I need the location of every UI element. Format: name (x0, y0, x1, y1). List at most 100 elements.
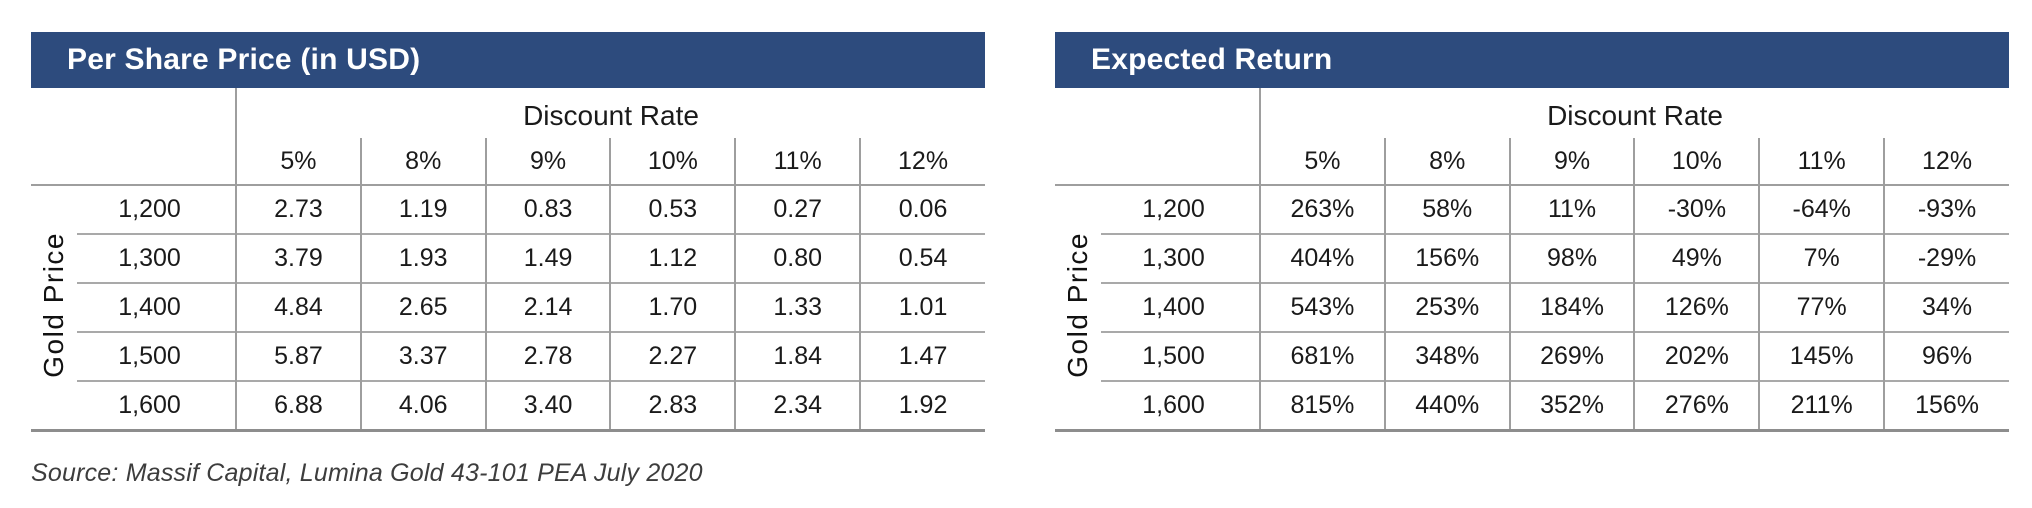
expected-return-table-card: Expected Return Discount Rate 5% 8% 9% 10% 1… (1055, 32, 2009, 432)
discount-rate-col-header: 11% (734, 138, 861, 186)
table-row: Gold Price 1,200 2.73 1.19 0.83 0.53 0.27 0.06 (31, 185, 985, 378)
value-cell: 1.33 (734, 282, 861, 332)
gold-price-row-header: 1,500 (77, 331, 237, 381)
value-cell: 202% (1633, 331, 1760, 381)
value-cell: 145% (1758, 331, 1885, 381)
expected-return-table: Discount Rate 5% 8% 9% 10% 11% 12% Gold Price… (1055, 88, 2009, 432)
value-cell: 0.53 (609, 185, 736, 234)
value-cell: 681% (1259, 331, 1385, 381)
column-group-row: Discount Rate (31, 88, 985, 138)
discount-rate-col-header: 5% (1259, 138, 1385, 186)
value-cell: 34% (1883, 282, 2009, 332)
table-row: Gold Price 1,200 263% 58% 11% -30% -64% -93% (1055, 185, 2009, 378)
value-cell: 276% (1633, 380, 1760, 430)
value-cell: 58% (1383, 185, 1510, 234)
value-cell: 543% (1259, 282, 1385, 332)
gold-price-row-header: 1,600 (1101, 380, 1261, 430)
corner-spacer (1055, 88, 1260, 138)
discount-rate-col-header: 8% (359, 138, 486, 186)
value-cell: 98% (1508, 233, 1635, 283)
table-title: Expected Return (1091, 43, 1333, 76)
value-cell: 815% (1259, 380, 1385, 430)
value-cell: 1.70 (609, 282, 736, 332)
value-cell: 7% (1758, 233, 1885, 283)
table-row: 1,600 6.88 4.06 3.40 2.83 2.34 1.92 (31, 380, 985, 430)
gold-price-row-header: 1,200 (1142, 195, 1205, 223)
value-cell: 1.84 (734, 331, 861, 381)
gold-price-row-header: 1,300 (1101, 233, 1261, 283)
value-cell: 253% (1383, 282, 1510, 332)
value-cell: 0.27 (734, 185, 861, 234)
gold-price-row-header: 1,400 (1101, 282, 1261, 332)
value-cell: 126% (1633, 282, 1760, 332)
table-title: Per Share Price (in USD) (67, 43, 421, 76)
value-cell: 3.40 (484, 380, 611, 430)
value-cell: 211% (1758, 380, 1885, 430)
value-cell: 77% (1758, 282, 1885, 332)
value-cell: 6.88 (235, 380, 361, 430)
column-group-label: Discount Rate (235, 88, 985, 138)
table-row: 1,600 815% 440% 352% 276% 211% 156% (1055, 380, 2009, 430)
table-row: 1,500 681% 348% 269% 202% 145% 96% (1055, 331, 2009, 381)
value-cell: 1.19 (359, 185, 486, 234)
gold-price-row-header: 1,400 (77, 282, 237, 332)
corner-spacer (31, 138, 237, 186)
value-cell: 3.79 (235, 233, 361, 283)
per-share-price-table: Discount Rate 5% 8% 9% 10% 11% 12% Gold Price… (31, 88, 985, 432)
value-cell: 2.34 (734, 380, 861, 430)
table-row: 1,400 4.84 2.65 2.14 1.70 1.33 1.01 (31, 282, 985, 332)
discount-rate-col-header: 10% (1633, 138, 1760, 186)
table-row: 1,300 404% 156% 98% 49% 7% -29% (1055, 233, 2009, 283)
corner-spacer (31, 88, 236, 138)
corner-spacer (1055, 138, 1261, 186)
value-cell: 11% (1508, 185, 1635, 234)
value-cell: 4.06 (359, 380, 486, 430)
gold-price-row-header: 1,500 (1101, 331, 1261, 381)
value-cell: 96% (1883, 331, 2009, 381)
table-row: 1,500 5.87 3.37 2.78 2.27 1.84 1.47 (31, 331, 985, 381)
table-row: 1,300 3.79 1.93 1.49 1.12 0.80 0.54 (31, 233, 985, 283)
value-cell: -64% (1758, 185, 1885, 234)
value-cell: 184% (1508, 282, 1635, 332)
discount-rate-col-header: 9% (1508, 138, 1635, 186)
value-cell: 5.87 (235, 331, 361, 381)
value-cell: 156% (1883, 380, 2009, 430)
value-cell: -30% (1633, 185, 1760, 234)
discount-rate-col-header: 5% (235, 138, 361, 186)
value-cell: 0.54 (859, 233, 985, 283)
gold-price-row-header: 1,600 (77, 380, 237, 430)
value-cell: 0.80 (734, 233, 861, 283)
value-cell: 0.83 (484, 185, 611, 234)
discount-rate-col-header: 12% (1883, 138, 2009, 186)
value-cell: 2.65 (359, 282, 486, 332)
row-group-label: Gold Price (31, 185, 77, 430)
gold-price-row-header: 1,200 (118, 195, 181, 223)
page: Per Share Price (in USD) Discount Rate 5… (31, 32, 2009, 432)
discount-rate-col-header: 11% (1758, 138, 1885, 186)
value-cell: 0.06 (859, 185, 985, 234)
value-cell: 2.14 (484, 282, 611, 332)
row-group-label-text: Gold Price (1062, 231, 1093, 378)
value-cell: 440% (1383, 380, 1510, 430)
value-cell: 2.73 (235, 185, 361, 234)
value-cell: 156% (1383, 233, 1510, 283)
value-cell: 269% (1508, 331, 1635, 381)
discount-rate-col-header: 8% (1383, 138, 1510, 186)
value-cell: 1.49 (484, 233, 611, 283)
value-cell: 1.12 (609, 233, 736, 283)
column-header-row: 5% 8% 9% 10% 11% 12% (1055, 138, 2009, 186)
source-note: Source: Massif Capital, Lumina Gold 43-1… (31, 458, 703, 487)
table-title-bar: Expected Return (1055, 32, 2009, 88)
column-header-row: 5% 8% 9% 10% 11% 12% (31, 138, 985, 186)
value-cell: 263% (1259, 185, 1385, 234)
value-cell: 2.83 (609, 380, 736, 430)
discount-rate-col-header: 10% (609, 138, 736, 186)
row-group-label-text: Gold Price (38, 231, 69, 378)
column-group-label: Discount Rate (1259, 88, 2009, 138)
discount-rate-col-header: 9% (484, 138, 611, 186)
value-cell: -29% (1883, 233, 2009, 283)
value-cell: 404% (1259, 233, 1385, 283)
value-cell: 352% (1508, 380, 1635, 430)
value-cell: -93% (1883, 185, 2009, 234)
row-group-label: Gold Price (1055, 185, 1101, 430)
